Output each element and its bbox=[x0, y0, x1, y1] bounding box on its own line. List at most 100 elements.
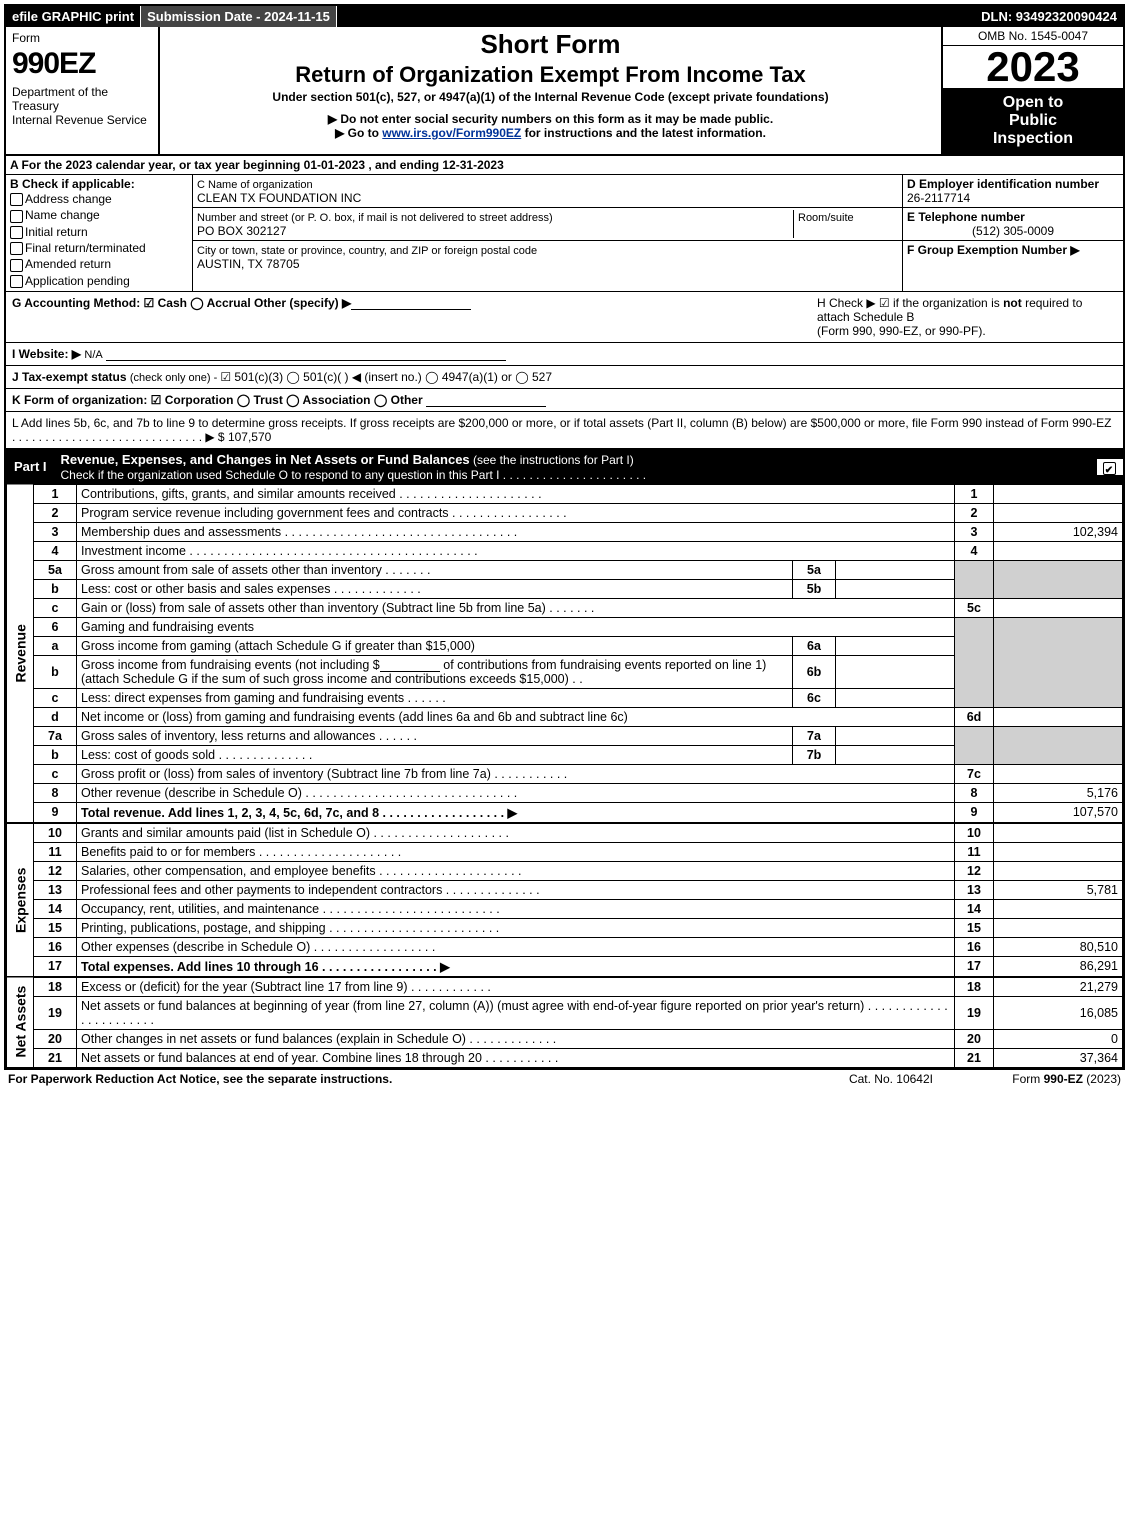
other-specify-input[interactable] bbox=[351, 297, 471, 310]
irs: Internal Revenue Service bbox=[12, 113, 152, 127]
line-14: 14 Occupancy, rent, utilities, and maint… bbox=[7, 899, 1123, 918]
part-1-header: Part I Revenue, Expenses, and Changes in… bbox=[6, 450, 1123, 484]
row-a: A For the 2023 calendar year, or tax yea… bbox=[6, 156, 1123, 175]
street-value: PO BOX 302127 bbox=[197, 224, 286, 238]
part-1-checkbox[interactable] bbox=[1097, 459, 1123, 474]
chk-application-pending[interactable]: Application pending bbox=[10, 273, 188, 289]
check-options: Address change Name change Initial retur… bbox=[10, 191, 188, 289]
tax-year: 2023 bbox=[943, 46, 1123, 88]
footer-right: Form 990-EZ (2023) bbox=[937, 1072, 1125, 1086]
d-label: D Employer identification number bbox=[907, 177, 1099, 191]
h-check: H Check ▶ ☑ if the organization is not r… bbox=[811, 296, 1117, 338]
line-8: 8 Other revenue (describe in Schedule O)… bbox=[7, 783, 1123, 802]
line-15: 15 Printing, publications, postage, and … bbox=[7, 918, 1123, 937]
line-1: Revenue 1 Contributions, gifts, grants, … bbox=[7, 484, 1123, 503]
dln: DLN: 93492320090424 bbox=[975, 6, 1123, 27]
chk-name-change[interactable]: Name change bbox=[10, 207, 188, 223]
org-name: CLEAN TX FOUNDATION INC bbox=[197, 191, 361, 205]
header-mid: Short Form Return of Organization Exempt… bbox=[160, 27, 941, 154]
line-5a: 5a Gross amount from sale of assets othe… bbox=[7, 560, 1123, 579]
check-if-applicable: B Check if applicable: Address change Na… bbox=[6, 175, 193, 291]
form-subtitle: Under section 501(c), 527, or 4947(a)(1)… bbox=[166, 90, 935, 104]
page-footer: For Paperwork Reduction Act Notice, see … bbox=[4, 1070, 1125, 1086]
line-16: 16 Other expenses (describe in Schedule … bbox=[7, 937, 1123, 956]
chk-address-change[interactable]: Address change bbox=[10, 191, 188, 207]
submission-date: Submission Date - 2024-11-15 bbox=[141, 6, 337, 27]
g-accounting: G Accounting Method: ☑ Cash ◯ Accrual Ot… bbox=[12, 296, 811, 338]
room-label: Room/suite bbox=[798, 212, 854, 224]
row-j: J Tax-exempt status (check only one) - ☑… bbox=[6, 366, 1123, 389]
top-bar: efile GRAPHIC print Submission Date - 20… bbox=[6, 6, 1123, 27]
e-phone-block: E Telephone number (512) 305-0009 bbox=[903, 208, 1123, 241]
line-18: Net Assets 18 Excess or (deficit) for th… bbox=[7, 977, 1123, 997]
inspection: Inspection bbox=[947, 130, 1119, 148]
city-block: City or town, state or province, country… bbox=[193, 241, 902, 273]
public: Public bbox=[947, 112, 1119, 130]
part-1-label: Part I bbox=[6, 457, 55, 476]
org-name-address: C Name of organization CLEAN TX FOUNDATI… bbox=[193, 175, 902, 291]
d-val: 26-2117714 bbox=[907, 191, 970, 205]
chk-amended-return[interactable]: Amended return bbox=[10, 256, 188, 272]
instr-goto-post: for instructions and the latest informat… bbox=[521, 126, 766, 140]
f-label: F Group Exemption Number ▶ bbox=[907, 243, 1080, 257]
e-val: (512) 305-0009 bbox=[907, 224, 1119, 238]
form-title: Return of Organization Exempt From Incom… bbox=[166, 62, 935, 88]
other-org-input[interactable] bbox=[426, 394, 546, 407]
line-4: 4 Investment income . . . . . . . . . . … bbox=[7, 541, 1123, 560]
line-7c: c Gross profit or (loss) from sales of i… bbox=[7, 764, 1123, 783]
line-5c: c Gain or (loss) from sale of assets oth… bbox=[7, 598, 1123, 617]
line-6: 6 Gaming and fundraising events bbox=[7, 617, 1123, 636]
line-21: 21 Net assets or fund balances at end of… bbox=[7, 1048, 1123, 1067]
instr-goto-pre: ▶ Go to bbox=[335, 126, 382, 140]
line-20: 20 Other changes in net assets or fund b… bbox=[7, 1029, 1123, 1048]
line-9: 9 Total revenue. Add lines 1, 2, 3, 4, 5… bbox=[7, 802, 1123, 823]
d-ein-block: D Employer identification number 26-2117… bbox=[903, 175, 1123, 208]
check-label: B Check if applicable: bbox=[10, 177, 188, 191]
line-3: 3 Membership dues and assessments . . . … bbox=[7, 522, 1123, 541]
right-info: D Employer identification number 26-2117… bbox=[902, 175, 1123, 291]
lines-table: Revenue 1 Contributions, gifts, grants, … bbox=[6, 484, 1123, 1068]
e-label: E Telephone number bbox=[907, 210, 1025, 224]
row-a-text: A For the 2023 calendar year, or tax yea… bbox=[6, 156, 508, 174]
line-6d: d Net income or (loss) from gaming and f… bbox=[7, 707, 1123, 726]
line-2: 2 Program service revenue including gove… bbox=[7, 503, 1123, 522]
row-b: B Check if applicable: Address change Na… bbox=[6, 175, 1123, 292]
row-l: L Add lines 5b, 6c, and 7b to line 9 to … bbox=[6, 412, 1123, 450]
line-11: 11 Benefits paid to or for members . . .… bbox=[7, 842, 1123, 861]
street-block: Number and street (or P. O. box, if mail… bbox=[193, 208, 902, 241]
dept-treasury: Department of the Treasury bbox=[12, 85, 152, 113]
irs-link[interactable]: www.irs.gov/Form990EZ bbox=[382, 126, 521, 140]
form-header: Form 990EZ Department of the Treasury In… bbox=[6, 27, 1123, 156]
row-gh: G Accounting Method: ☑ Cash ◯ Accrual Ot… bbox=[6, 292, 1123, 343]
header-left: Form 990EZ Department of the Treasury In… bbox=[6, 27, 160, 154]
fundraising-amount-input[interactable] bbox=[380, 659, 440, 672]
website-val: N/A bbox=[84, 349, 102, 361]
topbar-spacer bbox=[337, 6, 975, 27]
footer-mid: Cat. No. 10642I bbox=[845, 1072, 937, 1086]
chk-final-return[interactable]: Final return/terminated bbox=[10, 240, 188, 256]
netassets-side-label: Net Assets bbox=[7, 977, 34, 1068]
line-19: 19 Net assets or fund balances at beginn… bbox=[7, 996, 1123, 1029]
line-7a: 7a Gross sales of inventory, less return… bbox=[7, 726, 1123, 745]
footer-left: For Paperwork Reduction Act Notice, see … bbox=[4, 1072, 845, 1086]
efile-print[interactable]: efile GRAPHIC print bbox=[6, 6, 141, 27]
line-17: 17 Total expenses. Add lines 10 through … bbox=[7, 956, 1123, 977]
header-right: OMB No. 1545-0047 2023 Open to Public In… bbox=[941, 27, 1123, 154]
f-group-block: F Group Exemption Number ▶ bbox=[903, 241, 1123, 259]
form-number: 990EZ bbox=[12, 47, 152, 81]
line-13: 13 Professional fees and other payments … bbox=[7, 880, 1123, 899]
form-word: Form bbox=[12, 31, 152, 45]
c-label: C Name of organization bbox=[197, 179, 313, 191]
expenses-side-label: Expenses bbox=[7, 823, 34, 977]
j-label: J Tax-exempt status bbox=[12, 370, 130, 384]
line-10: Expenses 10 Grants and similar amounts p… bbox=[7, 823, 1123, 843]
website-line bbox=[106, 348, 506, 361]
form-990ez: efile GRAPHIC print Submission Date - 20… bbox=[4, 4, 1125, 1070]
open-to: Open to bbox=[947, 94, 1119, 112]
city-label: City or town, state or province, country… bbox=[197, 245, 537, 257]
chk-initial-return[interactable]: Initial return bbox=[10, 224, 188, 240]
street-label: Number and street (or P. O. box, if mail… bbox=[197, 212, 553, 224]
line-12: 12 Salaries, other compensation, and emp… bbox=[7, 861, 1123, 880]
instr-ssn: ▶ Do not enter social security numbers o… bbox=[166, 112, 935, 126]
instr-goto: ▶ Go to www.irs.gov/Form990EZ for instru… bbox=[166, 126, 935, 140]
